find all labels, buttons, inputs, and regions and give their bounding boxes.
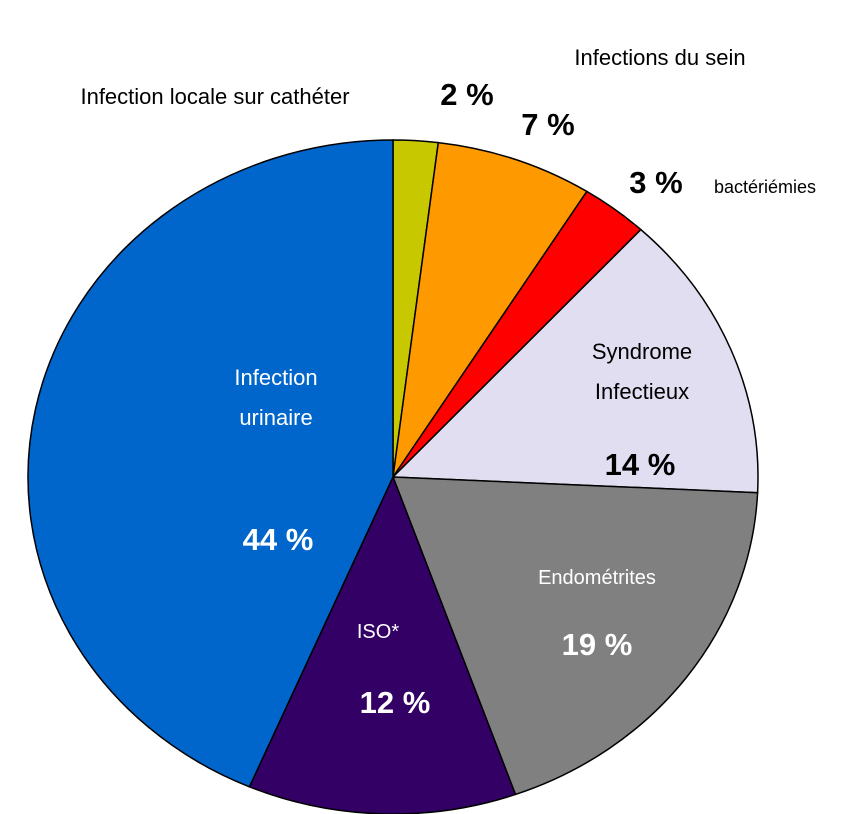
slice-label: Endométrites [538,567,656,589]
slice-label: Syndrome Infectieux [591,339,693,404]
slice-label: ISO* [356,621,400,643]
slice-label: Infection urinaire [234,365,318,430]
pie-slice [392,141,588,478]
value-label: 19 % [561,627,633,662]
value-label: 14 % [604,447,676,482]
value-label: 12 % [359,685,431,720]
slice-label: Infection locale sur cathéter [80,84,350,109]
pie-slice [391,476,759,796]
slice-label: bactériémies [713,177,817,197]
value-label: 2 % [440,77,494,112]
pie-slice [391,228,759,494]
slice-label: Infections du sein [574,45,746,70]
value-label: 3 % [629,165,683,200]
value-label: 7 % [521,107,575,142]
value-label: 44 % [242,522,314,557]
pie-slice [27,139,394,788]
